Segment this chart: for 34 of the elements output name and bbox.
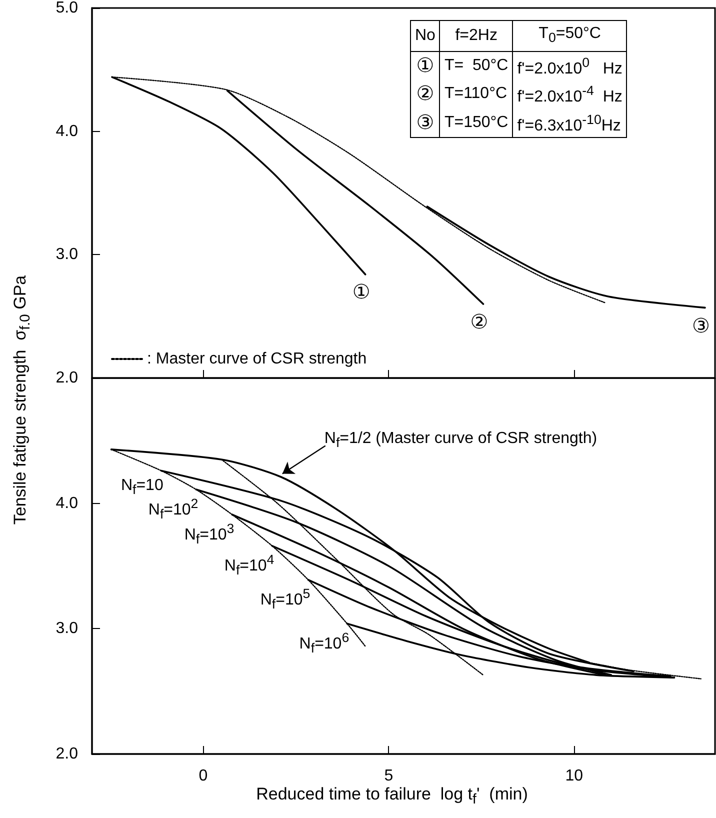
y-tick-label: 4.0 bbox=[56, 122, 78, 140]
x-tick-label: 10 bbox=[565, 768, 584, 784]
series-label: N$_{f}$=10$^{4}$ bbox=[224, 552, 274, 578]
annotation: N$_{f}$=1/2 (Master curve of CSR strength) bbox=[324, 430, 598, 450]
series-label: N$_{f}$=10$^{5}$ bbox=[260, 586, 310, 612]
x-axis-title: Reduced time to failure log t$_{f}$' (min) bbox=[256, 784, 528, 808]
y-tick-label: 5.0 bbox=[56, 0, 78, 16]
series-label: N$_{f}$=10 bbox=[120, 476, 164, 497]
x-tick-label: 5 bbox=[384, 768, 394, 784]
series-label: ③ bbox=[692, 314, 710, 338]
annotation: f'=2.0x10$^{0}$ Hz bbox=[512, 52, 627, 80]
y-tick-label: 3.0 bbox=[56, 246, 78, 264]
annotation: T=150°C bbox=[440, 108, 513, 138]
series-label: N$_{f}$=10$^{2}$ bbox=[148, 496, 198, 522]
series-label: ① bbox=[352, 280, 370, 305]
annotation: f'=2.0x10$^{-4}$ Hz bbox=[512, 80, 627, 109]
annotation: T=110°C bbox=[440, 80, 513, 109]
annotation: No bbox=[410, 20, 440, 52]
annotation: T= 50°C bbox=[440, 52, 513, 80]
annotation: ③ bbox=[410, 108, 440, 138]
y-tick-label: 2.0 bbox=[56, 746, 78, 762]
x-tick-label: 0 bbox=[198, 768, 208, 784]
series-label: N$_{f}$=10$^{3}$ bbox=[184, 520, 234, 546]
legend-label: : Master curve of CSR strength bbox=[147, 350, 367, 368]
annotation: ① bbox=[410, 52, 440, 80]
y-tick-label: 4.0 bbox=[56, 494, 78, 512]
annotation: f'=6.3x10$^{-10}$Hz bbox=[512, 108, 627, 138]
annotation: f=2Hz bbox=[440, 20, 513, 52]
y-tick-label: 2.0 bbox=[56, 370, 78, 386]
series-label: N$_{f}$=10$^{6}$ bbox=[299, 630, 350, 656]
annotation: T$_{0}$=50°C bbox=[512, 20, 627, 52]
y-tick-label: 3.0 bbox=[56, 620, 78, 638]
annotation: ② bbox=[410, 80, 440, 109]
series-label: ② bbox=[470, 310, 488, 334]
